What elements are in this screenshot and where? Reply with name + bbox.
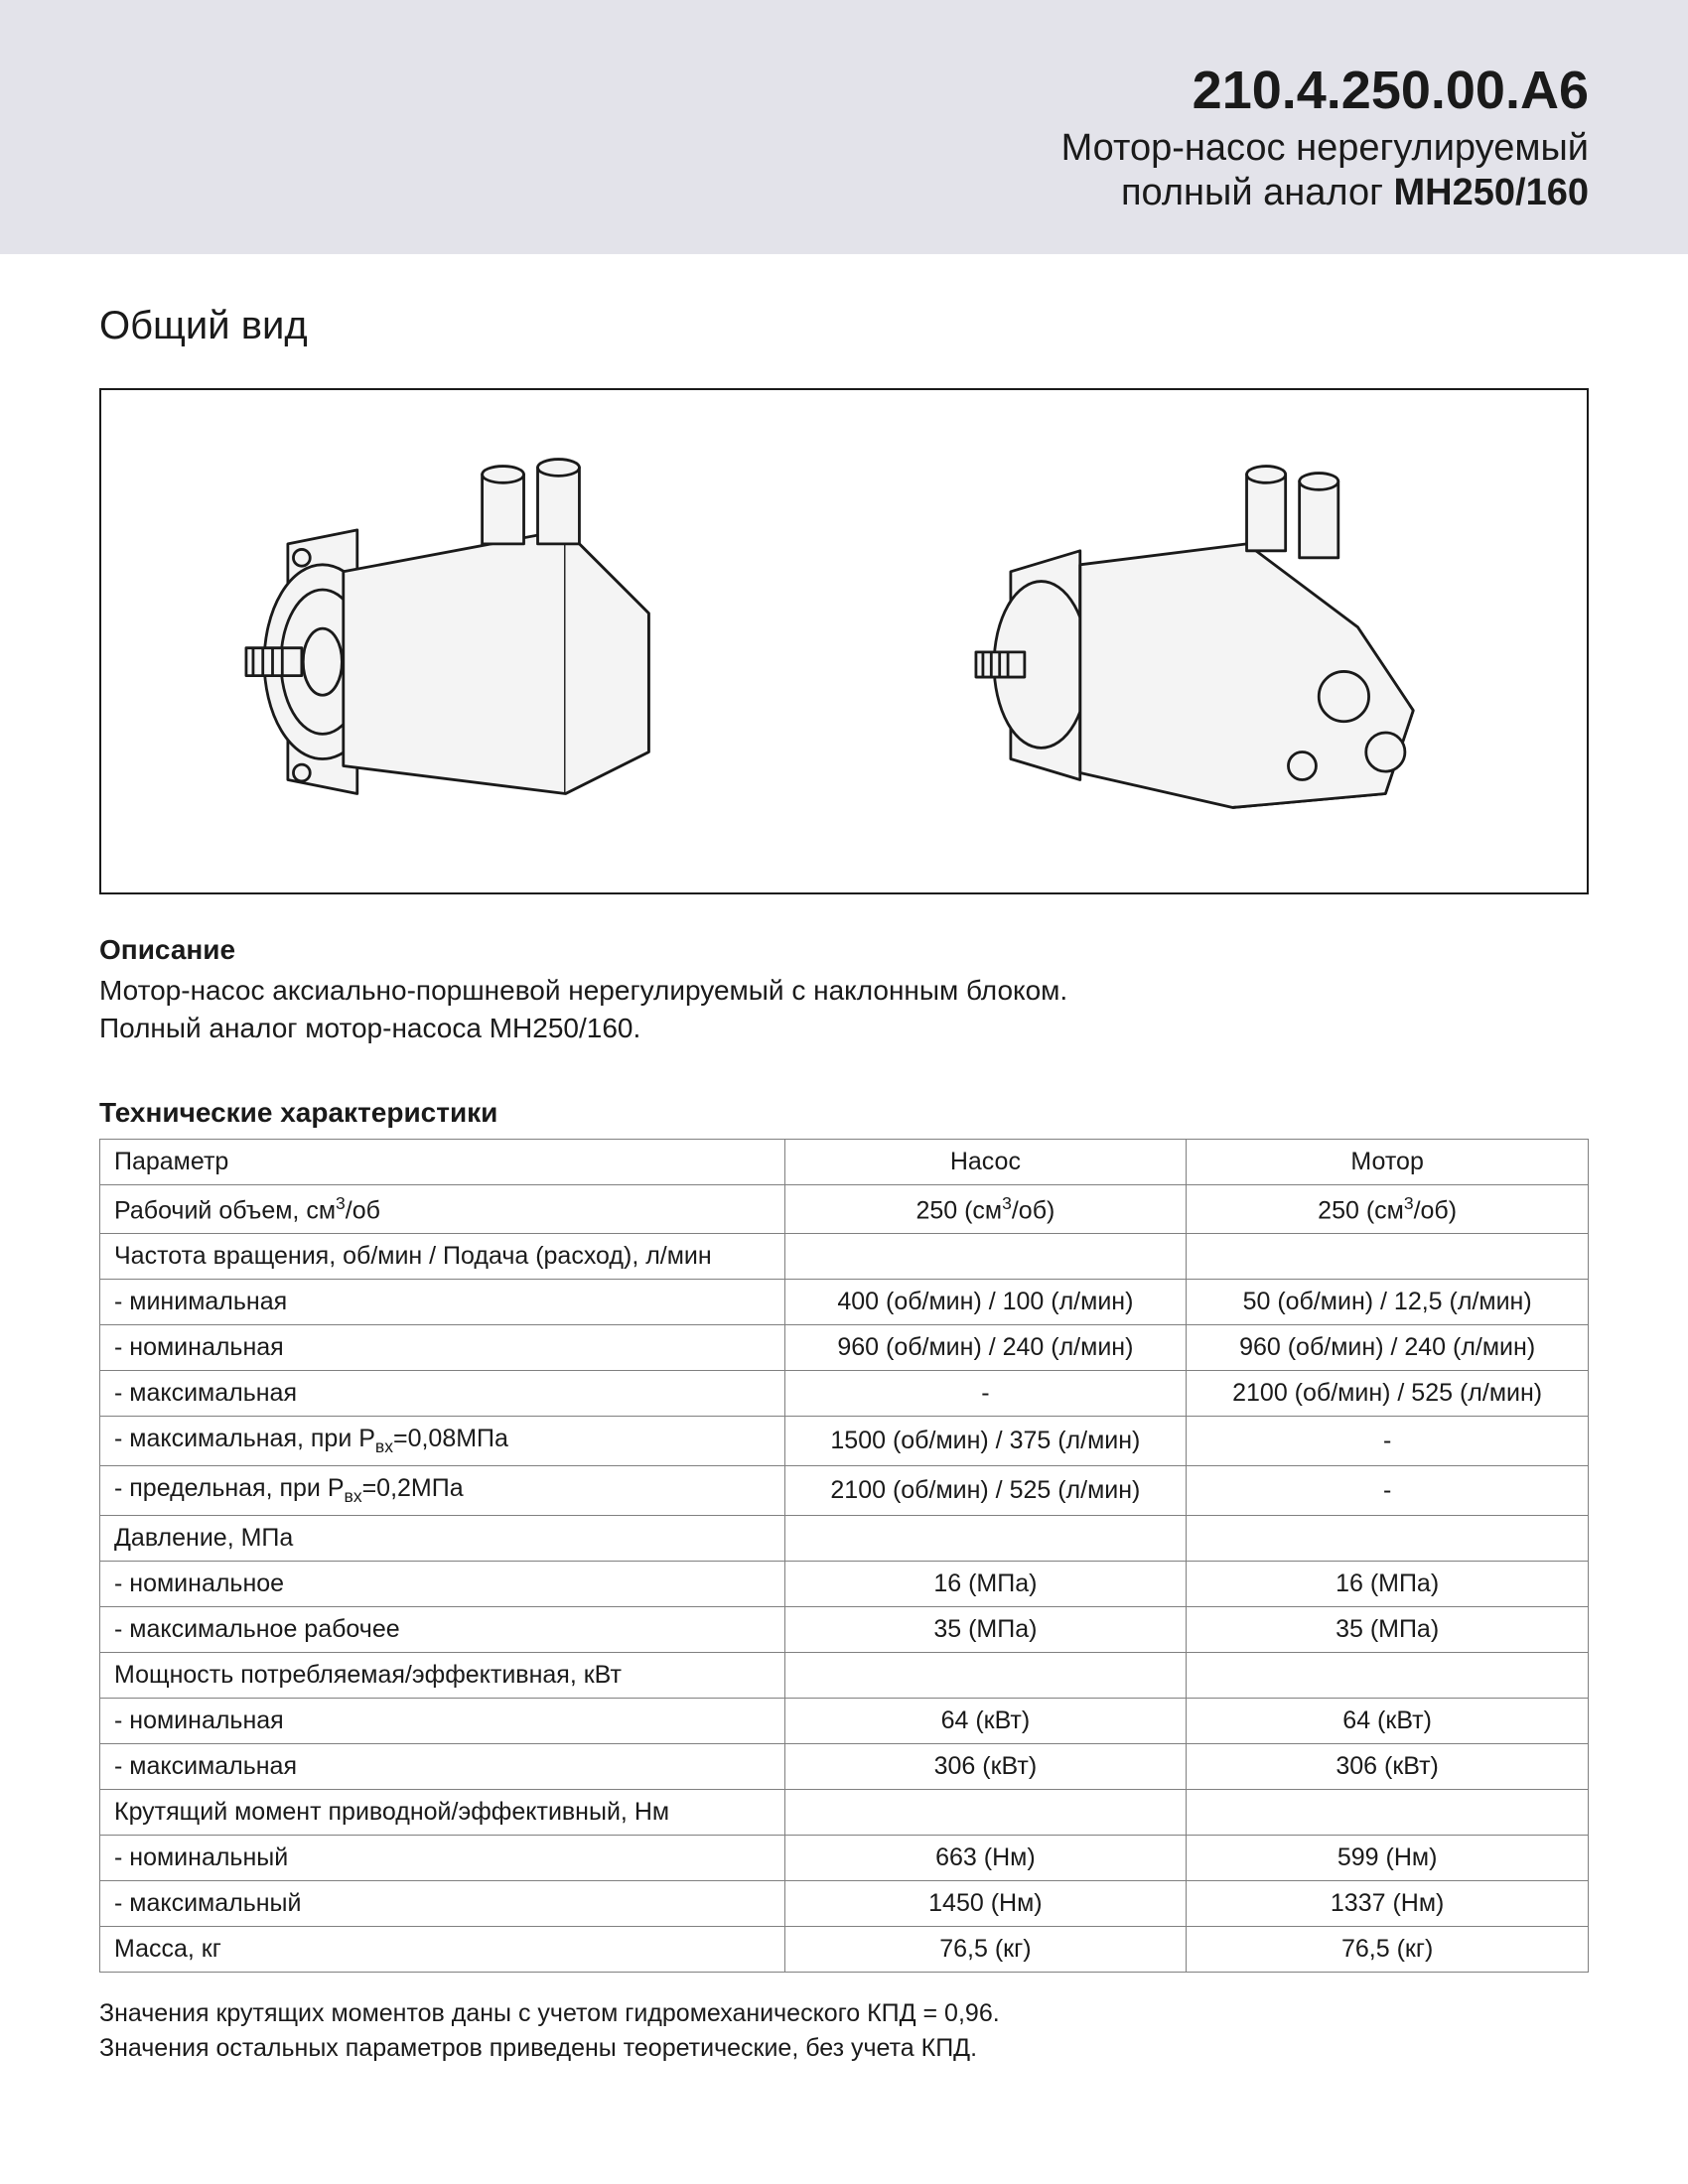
param-cell: - предельная, при Pвх=0,2МПа [100, 1465, 785, 1515]
table-row: Рабочий объем, см3/об250 (см3/об)250 (см… [100, 1184, 1589, 1233]
param-cell: - номинальная [100, 1698, 785, 1743]
table-row: - максимальное рабочее35 (МПа)35 (МПа) [100, 1606, 1589, 1652]
specs-header-row: Параметр Насос Мотор [100, 1139, 1589, 1184]
param-cell: Частота вращения, об/мин / Подача (расхо… [100, 1233, 785, 1279]
param-cell: Рабочий объем, см3/об [100, 1184, 785, 1233]
table-row: - номинальное16 (МПа)16 (МПа) [100, 1561, 1589, 1606]
section-general-view: Общий вид [99, 304, 1589, 348]
description-line2: Полный аналог мотор-насоса МН250/160. [99, 1013, 640, 1043]
pump-cell: 1450 (Нм) [784, 1880, 1187, 1926]
col-param: Параметр [100, 1139, 785, 1184]
motor-cell: 306 (кВт) [1187, 1743, 1589, 1789]
table-row: Частота вращения, об/мин / Подача (расхо… [100, 1233, 1589, 1279]
table-row: - номинальная960 (об/мин) / 240 (л/мин)9… [100, 1324, 1589, 1370]
table-row: - предельная, при Pвх=0,2МПа2100 (об/мин… [100, 1465, 1589, 1515]
col-pump: Насос [784, 1139, 1187, 1184]
description-text: Мотор-насос аксиально-поршневой нерегули… [99, 972, 1589, 1047]
table-row: - максимальный1450 (Нм)1337 (Нм) [100, 1880, 1589, 1926]
product-drawing-left [157, 433, 807, 849]
motor-cell: 960 (об/мин) / 240 (л/мин) [1187, 1324, 1589, 1370]
motor-cell [1187, 1233, 1589, 1279]
pump-cell: 35 (МПа) [784, 1606, 1187, 1652]
motor-cell [1187, 1652, 1589, 1698]
subtitle-prefix: полный аналог [1121, 172, 1394, 213]
motor-cell: 250 (см3/об) [1187, 1184, 1589, 1233]
pump-cell: 64 (кВт) [784, 1698, 1187, 1743]
subtitle-bold: МН250/160 [1394, 172, 1589, 213]
motor-cell: - [1187, 1465, 1589, 1515]
param-cell: - номинальная [100, 1324, 785, 1370]
motor-cell: 35 (МПа) [1187, 1606, 1589, 1652]
header-band: 210.4.250.00.А6 Мотор-насос нерегулируем… [0, 0, 1688, 254]
table-row: - номинальный663 (Нм)599 (Нм) [100, 1835, 1589, 1880]
param-cell: Масса, кг [100, 1926, 785, 1972]
table-row: - минимальная400 (об/мин) / 100 (л/мин)5… [100, 1279, 1589, 1324]
param-cell: - минимальная [100, 1279, 785, 1324]
pump-cell: - [784, 1370, 1187, 1416]
pump-cell: 1500 (об/мин) / 375 (л/мин) [784, 1416, 1187, 1465]
motor-cell [1187, 1515, 1589, 1561]
motor-cell: 1337 (Нм) [1187, 1880, 1589, 1926]
product-drawing-right [880, 433, 1530, 849]
content: Общий вид [0, 254, 1688, 2066]
specs-table: Параметр Насос Мотор Рабочий объем, см3/… [99, 1139, 1589, 1973]
description-line1: Мотор-насос аксиально-поршневой нерегули… [99, 975, 1067, 1006]
motor-cell: 50 (об/мин) / 12,5 (л/мин) [1187, 1279, 1589, 1324]
col-motor: Мотор [1187, 1139, 1589, 1184]
table-row: - максимальная, при Pвх=0,08МПа1500 (об/… [100, 1416, 1589, 1465]
pump-cell [784, 1233, 1187, 1279]
table-row: Крутящий момент приводной/эффективный, Н… [100, 1789, 1589, 1835]
table-row: Давление, МПа [100, 1515, 1589, 1561]
description-heading: Описание [99, 934, 1589, 966]
pump-cell: 306 (кВт) [784, 1743, 1187, 1789]
footnote-1: Значения крутящих моментов даны с учетом… [99, 1996, 1589, 2031]
pump-cell: 76,5 (кг) [784, 1926, 1187, 1972]
motor-cell: 599 (Нм) [1187, 1835, 1589, 1880]
motor-cell [1187, 1789, 1589, 1835]
table-row: Масса, кг76,5 (кг)76,5 (кг) [100, 1926, 1589, 1972]
pump-cell: 250 (см3/об) [784, 1184, 1187, 1233]
param-cell: - номинальное [100, 1561, 785, 1606]
param-cell: Мощность потребляемая/эффективная, кВт [100, 1652, 785, 1698]
footnotes: Значения крутящих моментов даны с учетом… [99, 1996, 1589, 2066]
specs-heading: Технические характеристики [99, 1097, 1589, 1129]
param-cell: - максимальная, при Pвх=0,08МПа [100, 1416, 785, 1465]
param-cell: - максимальное рабочее [100, 1606, 785, 1652]
model-number: 210.4.250.00.А6 [99, 60, 1589, 121]
footnote-2: Значения остальных параметров приведены … [99, 2031, 1589, 2066]
pump-cell: 400 (об/мин) / 100 (л/мин) [784, 1279, 1187, 1324]
drawing-box [99, 388, 1589, 894]
param-cell: - максимальная [100, 1743, 785, 1789]
param-cell: - максимальная [100, 1370, 785, 1416]
table-row: - номинальная64 (кВт)64 (кВт) [100, 1698, 1589, 1743]
param-cell: Крутящий момент приводной/эффективный, Н… [100, 1789, 785, 1835]
pump-cell [784, 1789, 1187, 1835]
motor-cell: 76,5 (кг) [1187, 1926, 1589, 1972]
table-row: - максимальная-2100 (об/мин) / 525 (л/ми… [100, 1370, 1589, 1416]
pump-cell [784, 1652, 1187, 1698]
param-cell: - номинальный [100, 1835, 785, 1880]
pump-cell [784, 1515, 1187, 1561]
table-row: - максимальная306 (кВт)306 (кВт) [100, 1743, 1589, 1789]
pump-cell: 2100 (об/мин) / 525 (л/мин) [784, 1465, 1187, 1515]
motor-cell: - [1187, 1416, 1589, 1465]
subtitle-line1: Мотор-насос нерегулируемый [99, 127, 1589, 170]
param-cell: - максимальный [100, 1880, 785, 1926]
table-row: Мощность потребляемая/эффективная, кВт [100, 1652, 1589, 1698]
motor-cell: 2100 (об/мин) / 525 (л/мин) [1187, 1370, 1589, 1416]
param-cell: Давление, МПа [100, 1515, 785, 1561]
motor-cell: 16 (МПа) [1187, 1561, 1589, 1606]
subtitle-line2: полный аналог МН250/160 [99, 172, 1589, 214]
motor-cell: 64 (кВт) [1187, 1698, 1589, 1743]
pump-cell: 960 (об/мин) / 240 (л/мин) [784, 1324, 1187, 1370]
pump-cell: 663 (Нм) [784, 1835, 1187, 1880]
pump-cell: 16 (МПа) [784, 1561, 1187, 1606]
